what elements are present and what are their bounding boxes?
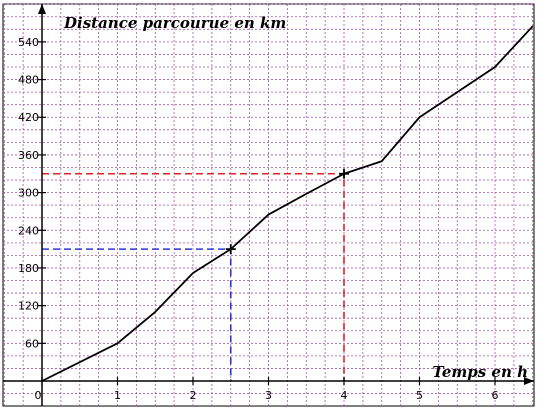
x-tick-label: 0 [35,389,42,402]
axes [3,4,534,406]
series-layer [41,25,534,382]
tick-labels: 0 1 2 3 4 5 6 60 120 180 240 300 360 420 480 540 [18,36,499,402]
x-axis-arrow [524,377,534,385]
x-tick-label: 1 [114,389,121,402]
y-tick-label: 300 [18,187,39,200]
y-tick-label: 360 [18,149,39,162]
markers-layer [225,168,349,255]
y-axis-arrow [38,4,46,14]
y-tick-label: 60 [25,337,39,350]
x-tick-label: 4 [341,389,348,402]
x-tick-label: 5 [416,389,423,402]
x-tick-label: 3 [265,389,272,402]
x-tick-label: 6 [492,389,499,402]
x-axis-title: Temps en h [432,363,528,381]
distance-series-line [41,25,534,382]
data-point-marker [225,244,236,255]
y-tick-label: 540 [18,36,39,49]
y-tick-label: 180 [18,262,39,275]
y-tick-label: 480 [18,74,39,87]
y-tick-label: 240 [18,224,39,237]
y-tick-label: 420 [18,111,39,124]
y-axis-title: Distance parcourue en km [63,14,286,32]
x-tick-label: 2 [190,389,197,402]
data-point-marker [339,168,349,179]
y-tick-label: 120 [18,300,39,313]
